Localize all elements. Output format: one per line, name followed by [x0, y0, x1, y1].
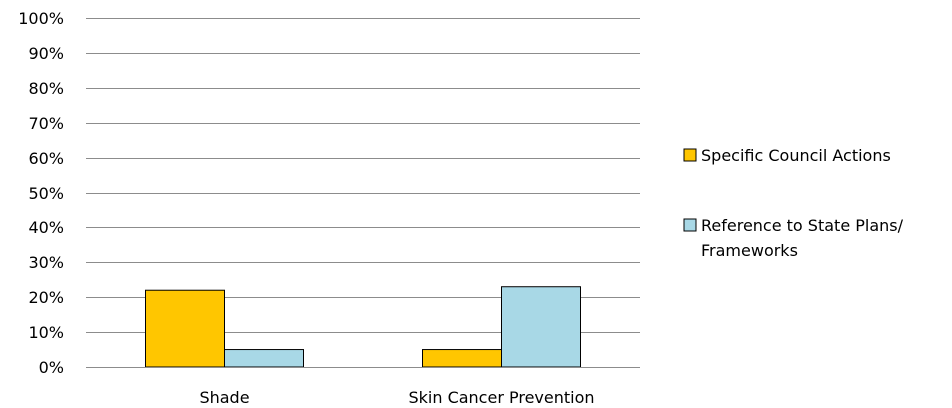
legend-swatch — [683, 148, 697, 162]
y-tick-label: 80% — [28, 79, 64, 98]
legend-label: Frameworks — [701, 241, 798, 260]
bar — [501, 286, 581, 368]
y-tick-label: 70% — [28, 114, 64, 133]
bar — [224, 349, 304, 368]
y-tick-label: 90% — [28, 44, 64, 63]
y-tick-label: 40% — [28, 218, 64, 237]
y-tick-label: 20% — [28, 288, 64, 307]
legend: Specific Council Actions Reference to Sta… — [683, 146, 904, 260]
y-tick-label: 50% — [28, 184, 64, 203]
bar — [422, 349, 502, 368]
legend-label: Specific Council Actions — [701, 146, 891, 165]
y-tick-label: 10% — [28, 323, 64, 342]
x-category-label: Shade — [199, 388, 249, 407]
y-tick-label: 0% — [39, 358, 64, 377]
x-category-label: Skin Cancer Prevention — [408, 388, 594, 407]
legend-swatch — [683, 218, 697, 232]
gridlines — [86, 18, 640, 333]
bars — [145, 286, 581, 368]
bar — [145, 289, 225, 368]
x-axis-category-labels: Shade Skin Cancer Prevention — [199, 388, 594, 407]
y-tick-label: 100% — [18, 9, 64, 28]
y-tick-label: 30% — [28, 253, 64, 272]
y-axis-tick-labels: 0% 10% 20% 30% 40% 50% 60% 70% 80% 90% 100% — [18, 9, 64, 377]
legend-label: Reference to State Plans/ — [701, 216, 904, 235]
y-tick-label: 60% — [28, 149, 64, 168]
